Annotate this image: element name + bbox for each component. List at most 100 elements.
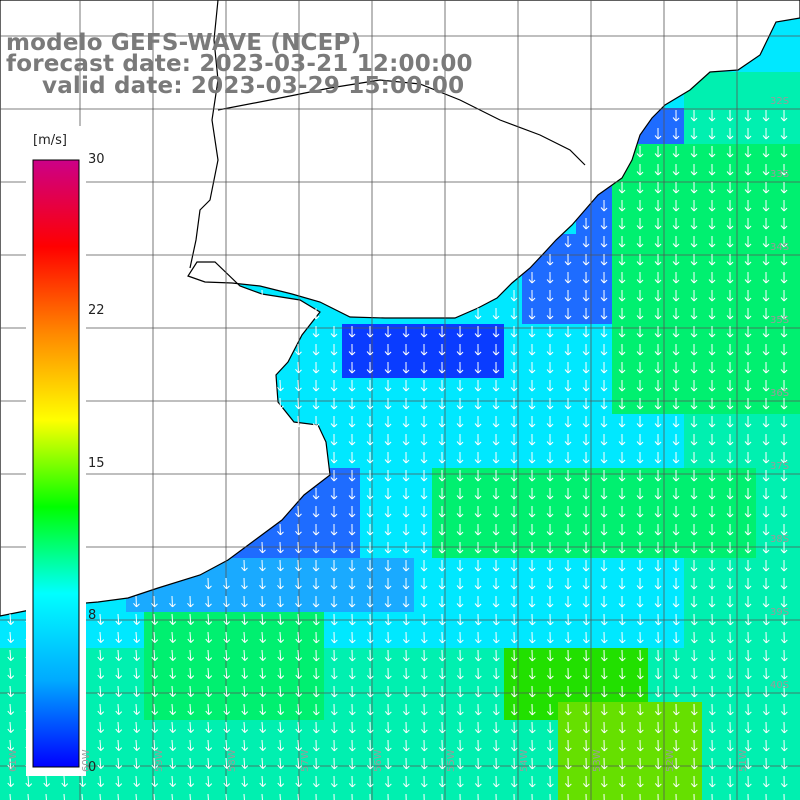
ocean-cell [486,648,505,667]
ocean-cell [774,702,793,721]
ocean-cell [648,450,667,469]
wind-arrow [528,469,536,482]
ocean-cell [648,720,667,739]
wind-arrow [312,379,320,392]
wind-arrow [744,127,752,140]
ocean-cell [792,342,800,361]
ocean-cell [522,774,541,793]
ocean-cell [270,756,289,775]
ocean-cell [468,450,487,469]
ocean-cell [666,144,685,163]
wind-arrow [295,379,302,392]
wind-arrow [618,289,626,302]
colorbar-unit: [m/s] [33,133,67,148]
ocean-cell [540,360,559,379]
ocean-cell [360,360,379,379]
ocean-cell [630,594,649,613]
ocean-cell [738,378,757,397]
ocean-cell [738,468,757,487]
ocean-cell [306,522,325,541]
wind-arrow [510,379,518,392]
ocean-cell [522,720,541,739]
ocean-cell [468,522,487,541]
longitude-label: 51W [738,749,749,772]
ocean-cell [720,720,739,739]
wind-arrow [744,271,752,284]
ocean-cell [540,720,559,739]
wind-arrow [762,307,770,320]
ocean-cell [684,612,703,631]
wind-arrow [438,415,446,428]
wind-arrow [348,433,356,446]
wind-arrow [600,361,608,374]
ocean-cell [162,666,181,685]
ocean-cell [666,108,685,127]
ocean-cell [666,522,685,541]
ocean-cell [522,504,541,523]
ocean-cell [576,270,595,289]
ocean-cell [684,414,703,433]
wind-arrow [366,379,374,392]
ocean-cell [666,648,685,667]
ocean-cell [702,342,721,361]
ocean-cell [252,630,271,649]
wind-arrow [366,325,374,338]
ocean-cell [306,504,325,523]
ocean-cell [522,738,541,757]
ocean-cell [378,612,397,631]
ocean-cell [666,162,685,181]
ocean-cell [342,324,361,343]
wind-arrow [780,109,788,122]
colorbar-scale [32,159,80,768]
ocean-cell [522,522,541,541]
ocean-cell [450,792,469,800]
wind-arrow [780,289,788,302]
wind-arrow [456,361,464,374]
wind-arrow [492,451,500,464]
wind-arrow [582,217,590,230]
ocean-cell [630,486,649,505]
ocean-cell [738,792,757,800]
ocean-cell [432,648,451,667]
ocean-cell [738,414,757,433]
wind-arrow [456,451,464,464]
wind-arrow [726,325,734,338]
ocean-cell [522,756,541,775]
ocean-cell [702,522,721,541]
ocean-cell [738,450,757,469]
wind-arrow [780,307,788,320]
ocean-cell [180,612,199,631]
ocean-cell [522,396,541,415]
ocean-cell [396,378,415,397]
ocean-cell [486,630,505,649]
ocean-cell [342,756,361,775]
ocean-cell [666,504,685,523]
ocean-cell [630,162,649,181]
wind-arrow [348,415,356,428]
ocean-cell [684,756,703,775]
ocean-cell [396,774,415,793]
wind-arrow [690,253,698,266]
ocean-cell [252,558,271,577]
ocean-cell [612,774,631,793]
wind-arrow [726,217,734,230]
ocean-cell [756,666,775,685]
wind-arrow [690,397,698,410]
ocean-cell [360,504,379,523]
ocean-cell [396,396,415,415]
wind-arrow [402,325,410,338]
wind-arrow [708,217,716,230]
ocean-cell [792,504,800,523]
wind-arrow [564,343,572,356]
ocean-cell [774,180,793,199]
wind-arrow [762,217,770,230]
ocean-cell [540,432,559,451]
ocean-cell [792,450,800,469]
wind-arrow [654,343,662,356]
wind-arrow [474,397,482,410]
ocean-cell [252,594,271,613]
wind-arrow [474,379,482,392]
ocean-cell [630,234,649,253]
ocean-cell [522,306,541,325]
ocean-cell [180,594,199,613]
